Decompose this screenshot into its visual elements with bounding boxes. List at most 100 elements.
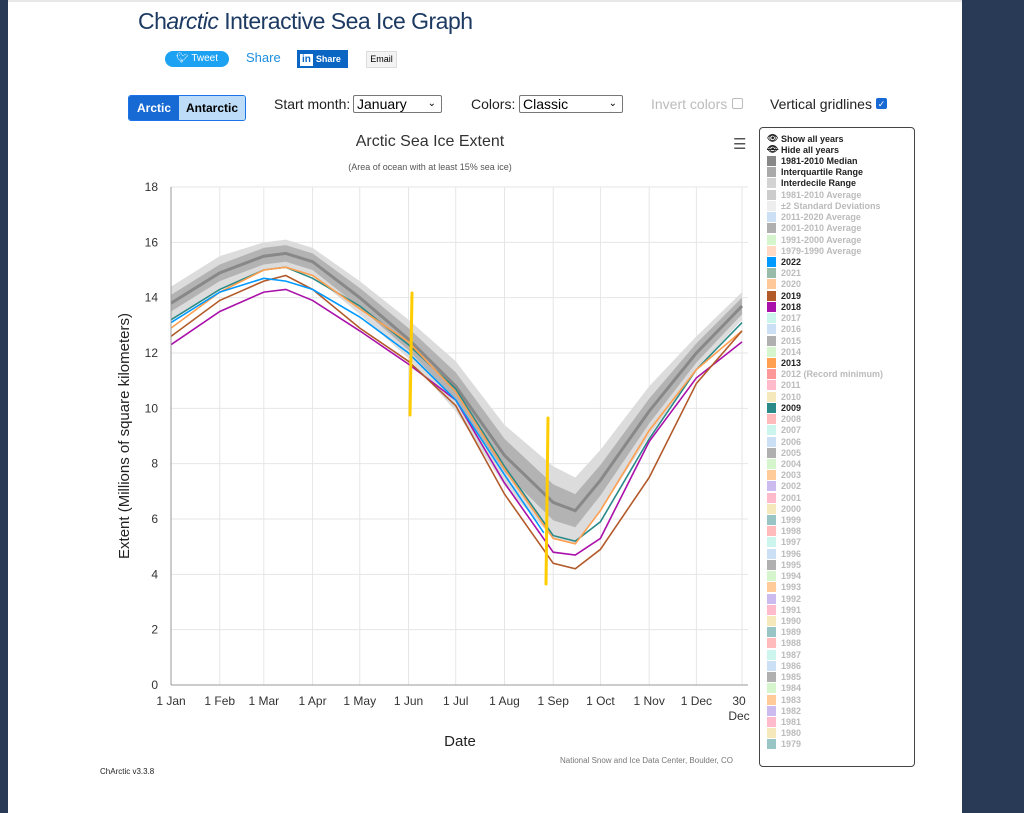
legend-swatch xyxy=(767,425,776,436)
y-tick-label: 18 xyxy=(145,180,159,194)
hemisphere-toggle: Arctic Antarctic xyxy=(128,95,246,121)
legend-item[interactable]: 1996 xyxy=(767,548,914,559)
legend-item[interactable]: 1999 xyxy=(767,514,914,526)
legend-item[interactable]: 1991 xyxy=(767,604,914,615)
show-all-years-button[interactable]: 👁︎ Show all years xyxy=(767,133,844,144)
legend-item[interactable]: 2020 xyxy=(767,279,914,290)
legend-label: 2013 xyxy=(781,357,802,368)
legend-item[interactable]: 1986 xyxy=(767,660,914,671)
annotation-marker xyxy=(408,291,414,417)
hamburger-menu-icon[interactable]: ☰ xyxy=(733,136,747,153)
legend-label: 2010 xyxy=(781,391,802,402)
legend-item[interactable]: 2002 xyxy=(767,481,914,492)
legend-item[interactable]: 2013 xyxy=(767,357,914,368)
legend-label: 1986 xyxy=(781,660,802,671)
legend-item[interactable]: 2006 xyxy=(767,436,914,447)
x-tick-label: 1 Feb xyxy=(204,694,235,708)
x-tick-label: 1 Aug xyxy=(489,694,520,708)
legend-item[interactable]: 2011-2020 Average xyxy=(767,212,914,223)
legend-item[interactable]: 1994 xyxy=(767,571,914,582)
legend-swatch xyxy=(767,234,776,245)
legend-item[interactable]: 2001 xyxy=(767,492,914,503)
legend-swatch xyxy=(767,268,776,279)
legend-item[interactable]: 1997 xyxy=(767,537,914,548)
invert-colors-checkbox[interactable] xyxy=(732,98,743,109)
tweet-button[interactable]: 🐦︎ Tweet xyxy=(165,51,229,67)
legend-item[interactable]: 2016 xyxy=(767,324,914,335)
legend-swatch xyxy=(767,156,776,167)
legend-swatch xyxy=(767,582,776,593)
legend-label: Interdecile Range xyxy=(781,178,857,189)
page-border-right xyxy=(962,0,1024,813)
legend-label: 2004 xyxy=(781,458,802,469)
legend-item[interactable]: 2011 xyxy=(767,380,914,391)
legend-label: 1998 xyxy=(781,526,802,537)
legend-label: 2011 xyxy=(781,380,801,391)
legend-swatch xyxy=(767,290,776,301)
legend-item[interactable]: 1981-2010 Median xyxy=(767,155,914,167)
legend-label: 1991-2000 Average xyxy=(781,234,862,245)
legend-item[interactable]: 2009 xyxy=(767,402,914,413)
legend-item[interactable]: 2005 xyxy=(767,447,914,458)
legend-item[interactable]: 1979-1990 Average xyxy=(767,245,914,256)
colors-select[interactable]: Classic ⌄ xyxy=(519,95,623,113)
legend-item[interactable]: 1995 xyxy=(767,559,914,570)
legend-item[interactable]: 2001-2010 Average xyxy=(767,223,914,234)
legend-item[interactable]: 2000 xyxy=(767,503,914,514)
legend-item[interactable]: 2022 xyxy=(767,256,914,268)
vertical-gridlines-checkbox[interactable]: ✓ xyxy=(876,98,887,109)
legend-item[interactable]: 2015 xyxy=(767,335,914,346)
legend-item[interactable]: 2003 xyxy=(767,470,914,481)
legend-item[interactable]: 1985 xyxy=(767,672,914,683)
email-button[interactable]: Email xyxy=(366,51,397,68)
legend-label: 2018 xyxy=(781,301,802,312)
legend-item[interactable]: 1987 xyxy=(767,649,914,660)
share-link[interactable]: Share xyxy=(246,50,281,65)
legend-item[interactable]: 1982 xyxy=(767,705,914,716)
legend-item[interactable]: 1983 xyxy=(767,694,914,705)
legend-item[interactable]: 2007 xyxy=(767,425,914,436)
chevron-down-icon: ⌄ xyxy=(608,98,617,109)
legend-item[interactable]: 1979 xyxy=(767,739,914,750)
arctic-button[interactable]: Arctic xyxy=(129,96,179,120)
legend-label: 2022 xyxy=(781,257,802,268)
legend-label: 2015 xyxy=(781,335,802,346)
legend-label: 2014 xyxy=(781,346,802,357)
x-tick-label: 1 Nov xyxy=(634,694,665,708)
legend-item[interactable]: 2008 xyxy=(767,413,914,425)
legend-swatch xyxy=(767,571,776,582)
legend-item[interactable]: Interquartile Range xyxy=(767,167,914,178)
legend-item[interactable]: 2014 xyxy=(767,346,914,357)
legend-item[interactable]: 2021 xyxy=(767,268,914,279)
legend-item[interactable]: 1980 xyxy=(767,728,914,739)
legend-item[interactable]: 1992 xyxy=(767,593,914,604)
legend-label: 1993 xyxy=(781,582,802,593)
legend-swatch xyxy=(767,593,776,604)
y-axis-label: Extent (Millions of square kilometers) xyxy=(116,313,133,559)
legend-item[interactable]: 2012 (Record minimum) xyxy=(767,369,914,380)
legend-item[interactable]: 2019 xyxy=(767,290,914,301)
linkedin-share-button[interactable]: in Share xyxy=(297,50,348,68)
legend-item[interactable]: ±2 Standard Deviations xyxy=(767,200,914,211)
legend-item[interactable]: 2018 xyxy=(767,301,914,312)
legend-label: 1981 xyxy=(781,716,802,727)
hide-all-years-button[interactable]: 👁︎ Hide all years xyxy=(767,144,840,155)
legend-item[interactable]: 2017 xyxy=(767,313,914,324)
legend-item[interactable]: 2004 xyxy=(767,458,914,469)
legend-item[interactable]: 2010 xyxy=(767,391,914,402)
legend-item[interactable]: 1993 xyxy=(767,582,914,593)
x-tick-label: 1 Dec xyxy=(681,694,712,708)
legend-item[interactable]: 1989 xyxy=(767,627,914,638)
legend-item[interactable]: 1984 xyxy=(767,683,914,694)
legend-label: 1989 xyxy=(781,627,802,638)
legend-item[interactable]: Interdecile Range xyxy=(767,178,914,189)
start-month-select[interactable]: January ⌄ xyxy=(353,95,442,113)
legend-item[interactable]: 1998 xyxy=(767,526,914,537)
legend-item[interactable]: 1981 xyxy=(767,716,914,727)
legend-item[interactable]: 1990 xyxy=(767,615,914,627)
legend-item[interactable]: 1988 xyxy=(767,638,914,649)
credit-label: National Snow and Ice Data Center, Bould… xyxy=(560,756,733,765)
legend-item[interactable]: 1991-2000 Average xyxy=(767,234,914,245)
antarctic-button[interactable]: Antarctic xyxy=(179,96,245,120)
legend-item[interactable]: 1981-2010 Average xyxy=(767,189,914,200)
